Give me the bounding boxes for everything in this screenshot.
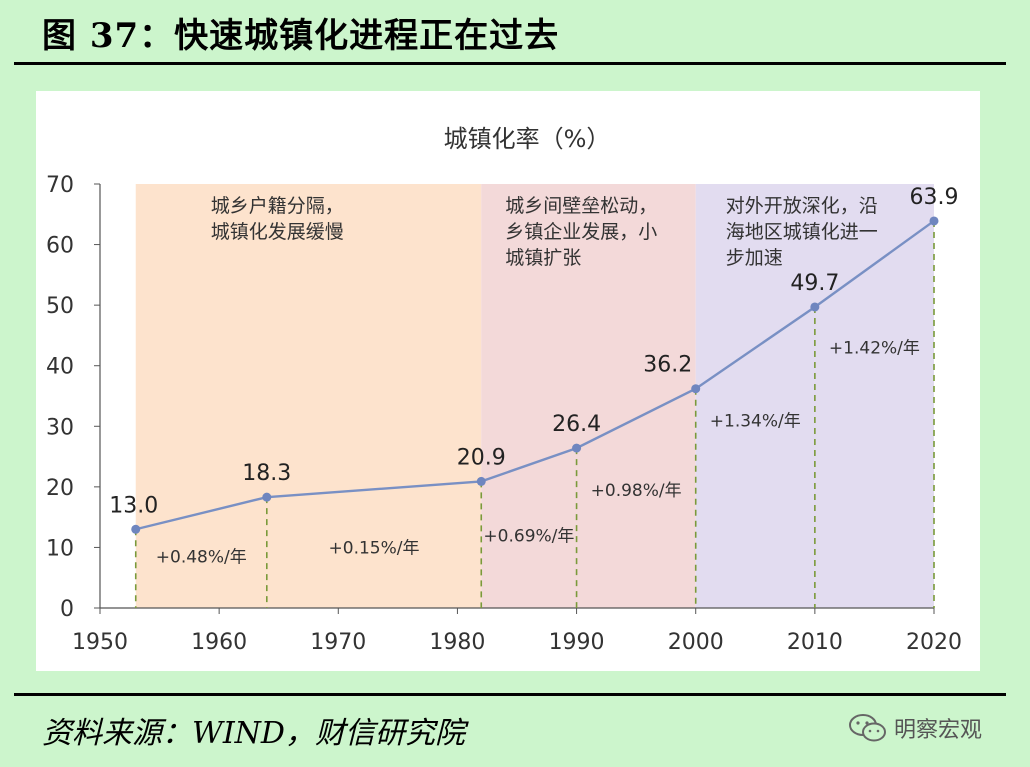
data-label: 13.0 (109, 493, 158, 518)
data-label: 36.2 (643, 353, 692, 378)
growth-rate-label: +1.42%/年 (829, 339, 920, 359)
y-tick-label: 40 (46, 355, 74, 380)
data-point (929, 216, 939, 226)
y-tick-label: 20 (46, 476, 74, 501)
y-tick-label: 60 (46, 234, 74, 259)
period-annotation-line: 城乡户籍分隔， (211, 195, 344, 217)
period-annotation: 对外开放深化，沿海地区城镇化进一步加速 (726, 195, 878, 269)
x-tick-label: 2010 (787, 630, 843, 655)
wechat-logo-icon (849, 714, 886, 742)
period-annotation: 城乡间壁垒松动， 乡镇企业发展，小城镇扩张 (505, 195, 657, 269)
data-label: 18.3 (242, 461, 291, 486)
x-tick-label: 2000 (668, 630, 724, 655)
data-point (572, 443, 582, 453)
period-annotation-line: 城镇扩张 (505, 247, 581, 269)
period-annotation-line: 城乡间壁垒松动， (505, 195, 657, 217)
figure-title: 图 37：快速城镇化进程正在过去 (42, 16, 560, 56)
period-annotation-line: 对外开放深化，沿 (726, 195, 878, 217)
y-tick-label: 10 (46, 536, 74, 561)
y-tick-label: 70 (46, 173, 74, 198)
data-label: 20.9 (457, 445, 506, 470)
period-annotation-line: 海地区城镇化进一 (726, 221, 878, 243)
data-point (691, 384, 701, 394)
growth-rate-label: +0.15%/年 (329, 538, 420, 558)
period-annotation-line: 乡镇企业发展，小 (505, 221, 657, 243)
period-annotation: 城乡户籍分隔， 城镇化发展缓慢 (211, 195, 344, 243)
x-tick-label: 1990 (549, 630, 605, 655)
chart-panel: 城镇化率（%） 0 10 20 30 40 50 60 70 1950 1960 1970 1980 19… (36, 91, 980, 671)
source-note: 资料来源：WIND，财信研究院 (42, 716, 465, 751)
x-tick-label: 1980 (429, 630, 485, 655)
y-tick-label: 0 (60, 597, 74, 622)
x-tick-label: 1950 (72, 630, 128, 655)
growth-rate-label: +0.98%/年 (591, 481, 682, 501)
data-label: 49.7 (790, 271, 839, 296)
growth-rate-label: +1.34%/年 (710, 411, 801, 431)
bottom-rule (14, 693, 1006, 696)
y-tick-label: 50 (46, 294, 74, 319)
x-tick-label: 2020 (906, 630, 962, 655)
growth-rate-label: +0.69%/年 (483, 526, 574, 546)
period-annotation-line: 城镇化发展缓慢 (211, 221, 344, 243)
urbanization-line-chart: 城镇化率（%） 0 10 20 30 40 50 60 70 1950 1960 1970 1980 19… (46, 125, 962, 655)
growth-rate-label: +0.48%/年 (156, 548, 247, 568)
chart-title: 城镇化率（%） (444, 125, 611, 153)
data-point (262, 492, 272, 502)
watermark-text: 明察宏观 (894, 718, 983, 743)
data-label: 26.4 (552, 412, 601, 437)
watermark: 明察宏观 (848, 712, 982, 744)
y-tick-label: 30 (46, 415, 74, 440)
x-tick-label: 1960 (191, 630, 247, 655)
x-tick-label: 1970 (310, 630, 366, 655)
data-point (810, 302, 820, 312)
period-band (135, 184, 482, 608)
period-band (481, 184, 696, 608)
data-point (476, 476, 486, 486)
data-point (131, 524, 141, 534)
data-label: 63.9 (910, 185, 959, 210)
top-rule (14, 62, 1006, 65)
period-annotation-line: 步加速 (726, 247, 783, 269)
